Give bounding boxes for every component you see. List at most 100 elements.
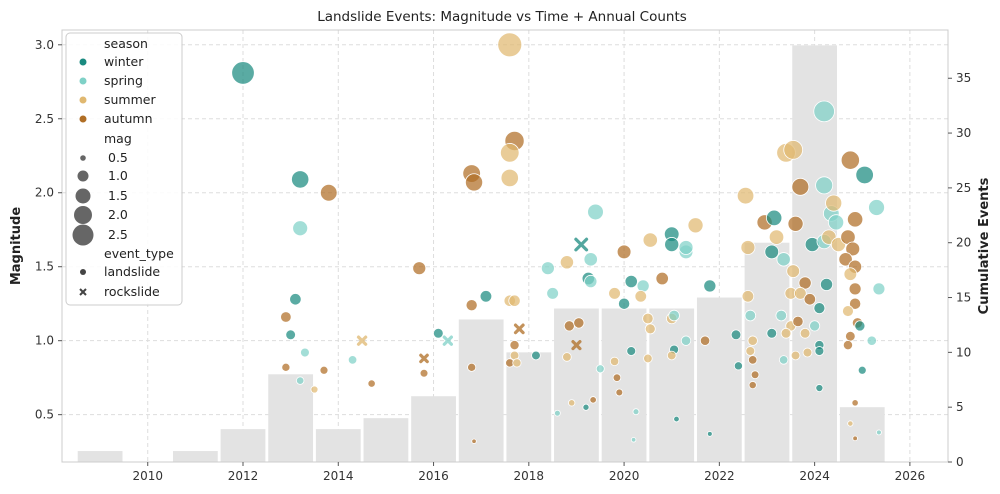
- point-autumn-58: [615, 388, 624, 397]
- point-spring-51: [584, 274, 598, 289]
- point-summer-86: [736, 187, 755, 205]
- point-autumn-24: [467, 362, 477, 372]
- point-rockslide-43: [571, 340, 582, 351]
- plot-frame: [61, 29, 949, 463]
- x-axis: 2010 2012 2014 2016 2018 2020 2022 2024 2026: [132, 462, 925, 483]
- point-winter-4: [289, 293, 302, 306]
- legend: season winter spring summer autumn mag 0…: [65, 32, 183, 306]
- point-autumn-115: [792, 315, 804, 328]
- plot-area: [61, 29, 949, 463]
- point-spring-12: [347, 355, 358, 365]
- legend-size-label-2-0: 2.0: [108, 207, 128, 222]
- x-tick-label: 2024: [799, 469, 830, 483]
- point-winter-146: [854, 320, 866, 332]
- point-winter-63: [618, 297, 631, 310]
- point-winter-66: [626, 346, 637, 356]
- bar-2019: [554, 308, 599, 462]
- point-summer-31: [508, 294, 521, 307]
- point-autumn-3: [319, 183, 338, 202]
- point-spring-125: [828, 214, 845, 231]
- y2-tick-label: 0: [956, 455, 964, 469]
- y2-tick-label: 25: [956, 181, 971, 195]
- point-summer-70: [642, 232, 658, 248]
- legend-marker-winter: [79, 58, 87, 66]
- point-summer-62: [634, 290, 647, 303]
- point-summer-10: [310, 385, 319, 394]
- point-summer-103: [783, 140, 804, 160]
- point-winter-23: [479, 290, 493, 303]
- legend-mag-title: mag: [104, 131, 132, 146]
- point-autumn-105: [787, 215, 804, 232]
- point-winter-16: [432, 327, 444, 339]
- point-autumn-14: [367, 379, 376, 388]
- legend-size-label-0-5: 0.5: [108, 150, 128, 165]
- point-spring-113: [775, 309, 788, 322]
- y-tick-label: 1.5: [35, 260, 54, 274]
- point-winter-0: [231, 61, 255, 85]
- point-summer-29: [500, 168, 519, 188]
- point-summer-28: [500, 143, 520, 163]
- y2-tick-label: 10: [956, 345, 971, 359]
- x-tick-label: 2014: [323, 469, 354, 483]
- point-autumn-97: [748, 355, 758, 365]
- point-autumn-99: [748, 381, 757, 390]
- legend-season-title: season: [104, 36, 148, 51]
- point-spring-74: [678, 240, 694, 255]
- bar-2014: [315, 429, 361, 462]
- point-spring-7: [300, 347, 310, 358]
- point-spring-157: [876, 429, 882, 436]
- point-spring-40: [546, 287, 559, 300]
- point-autumn-5: [280, 311, 292, 323]
- point-spring-156: [866, 335, 877, 346]
- bar-2022: [696, 297, 742, 462]
- point-autumn-139: [838, 252, 853, 267]
- point-autumn-59: [616, 244, 632, 260]
- point-autumn-55: [589, 396, 597, 404]
- point-summer-64: [642, 312, 654, 325]
- legend-size-label-1-5: 1.5: [108, 188, 128, 203]
- y-axis-label: Magnitude: [9, 207, 24, 286]
- legend-size-0-5: [80, 155, 86, 161]
- point-spring-9: [296, 376, 305, 385]
- point-summer-92: [741, 290, 755, 303]
- y2-tick-label: 5: [956, 400, 964, 414]
- point-summer-56: [609, 356, 620, 367]
- bar-2021: [649, 308, 695, 462]
- point-summer-116: [780, 327, 792, 339]
- legend-label-rockslide: rockslide: [104, 284, 160, 299]
- point-winter-88: [765, 209, 783, 227]
- point-summer-81: [666, 350, 677, 361]
- legend-size-2-5: [72, 224, 94, 246]
- point-autumn-19: [419, 368, 429, 378]
- point-autumn-75: [655, 271, 669, 286]
- bar-2009: [77, 451, 123, 462]
- point-spring-2: [292, 220, 309, 237]
- point-winter-1: [291, 170, 310, 189]
- point-summer-150: [847, 420, 854, 427]
- point-winter-94: [730, 329, 742, 341]
- point-spring-68: [632, 408, 640, 416]
- point-summer-45: [568, 399, 576, 407]
- point-autumn-33: [509, 340, 520, 351]
- point-autumn-104: [791, 177, 810, 196]
- legend-size-2-0: [74, 206, 92, 224]
- point-autumn-41: [563, 320, 575, 332]
- point-winter-101: [766, 327, 778, 339]
- point-autumn-147: [845, 330, 856, 342]
- legend-label-summer: summer: [104, 92, 156, 107]
- legend-frame: [65, 32, 183, 306]
- point-autumn-109: [798, 276, 812, 290]
- point-winter-134: [815, 384, 824, 393]
- point-rockslide-18: [419, 353, 429, 364]
- legend-event-type-title: event_type: [104, 246, 174, 261]
- point-winter-130: [813, 302, 826, 315]
- point-rockslide-47: [574, 237, 589, 252]
- point-winter-72: [664, 237, 680, 253]
- point-summer-83: [687, 217, 704, 234]
- point-spring-131: [809, 320, 821, 332]
- y-tick-label: 3.0: [35, 38, 54, 52]
- point-summer-117: [799, 327, 811, 339]
- legend-marker-summer: [79, 96, 87, 104]
- point-spring-79: [680, 335, 692, 346]
- point-summer-124: [825, 194, 843, 212]
